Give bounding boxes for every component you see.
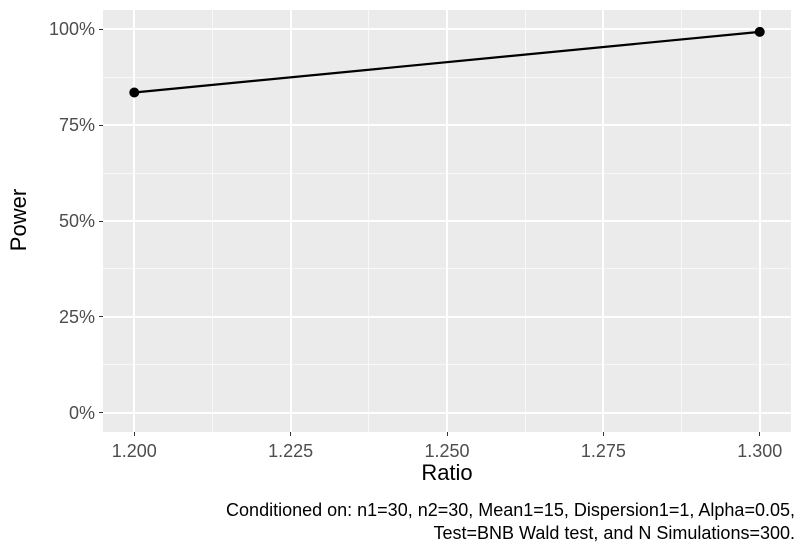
major-gridline-horizontal: [103, 220, 791, 222]
y-tick-mark: [99, 220, 103, 222]
y-tick-mark: [99, 316, 103, 318]
x-tick-label: 1.250: [424, 441, 470, 461]
x-tick-label: 1.275: [580, 441, 626, 461]
caption-line-2: Test=BNB Wald test, and N Simulations=30…: [433, 523, 795, 543]
caption: Conditioned on: n1=30, n2=30, Mean1=15, …: [226, 499, 795, 545]
y-tick-mark: [99, 412, 103, 414]
x-tick-mark: [759, 432, 761, 436]
data-series-layer: [129, 26, 765, 98]
x-tick-mark: [602, 432, 604, 436]
x-tick-label: 1.225: [268, 441, 314, 461]
y-tick-mark: [99, 28, 103, 30]
x-axis-title: Ratio: [421, 460, 473, 485]
y-tick-label: 50%: [58, 211, 95, 231]
chart-panel: [103, 10, 791, 432]
y-tick-label: 25%: [58, 306, 95, 327]
major-gridline-horizontal: [103, 124, 791, 127]
data-point: [754, 26, 765, 37]
y-tick-label: 0%: [68, 402, 95, 423]
y-tick-label: 100%: [48, 19, 95, 40]
x-tick-mark: [446, 432, 448, 436]
x-tick-label: 1.200: [111, 441, 157, 461]
x-tick-label: 1.300: [737, 441, 783, 461]
caption-line-1: Conditioned on: n1=30, n2=30, Mean1=15, …: [226, 500, 795, 520]
y-tick-label: 75%: [58, 115, 95, 136]
x-tick-mark: [133, 432, 135, 436]
data-point: [129, 87, 140, 98]
major-gridline-horizontal: [103, 411, 791, 414]
major-gridline-horizontal: [103, 315, 791, 318]
series-line: [134, 30, 760, 94]
y-axis-title: Power: [6, 188, 31, 252]
x-tick-mark: [290, 432, 292, 436]
y-tick-mark: [99, 124, 103, 126]
major-gridline-horizontal: [103, 28, 791, 31]
